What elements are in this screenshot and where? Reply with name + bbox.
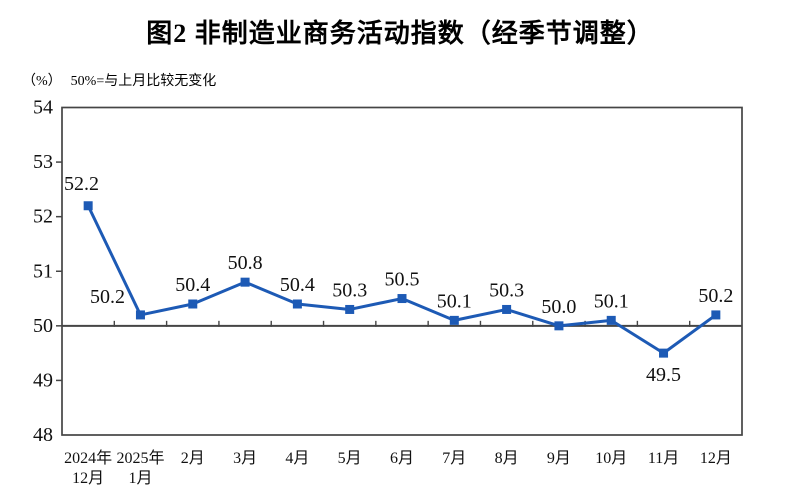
x-axis-label: 11月 [648,450,679,467]
x-axis-label: 12月 [72,470,104,487]
data-point-marker [345,304,355,314]
x-axis-label: 9月 [547,450,571,467]
x-axis-label: 7月 [442,450,466,467]
data-label: 50.8 [228,252,263,274]
data-point-marker [83,201,93,211]
x-axis-label: 3月 [233,450,257,467]
x-axis-label: 1月 [128,470,152,487]
data-label: 50.2 [90,286,125,308]
x-axis-label: 2月 [181,450,205,467]
x-axis-label: 5月 [338,450,362,467]
data-point-marker [449,315,459,325]
data-point-marker [292,299,302,309]
data-label: 50.1 [437,290,472,312]
y-axis-label: 49 [33,369,53,391]
data-label: 50.3 [332,279,367,301]
data-label: 50.5 [385,269,420,291]
y-axis-label: 52 [33,206,53,228]
data-label: 50.1 [594,290,629,312]
data-label: 50.4 [175,274,210,296]
data-label: 50.4 [280,274,315,296]
x-axis-label: 2025年 [116,449,164,467]
data-point-marker [397,294,407,304]
data-label: 49.5 [646,364,681,386]
baseline-note: 50%=与上月比较无变化 [70,74,217,89]
data-point-marker [502,304,512,314]
chart-subtitle: （%） 50%=与上月比较无变化 [22,70,216,90]
x-axis-label: 2024年 [64,449,112,467]
x-axis-label: 12月 [700,450,732,467]
y-axis-label: 54 [33,97,53,119]
y-axis-label: 51 [33,260,53,282]
x-axis-label: 4月 [285,450,309,467]
data-label: 50.2 [698,285,733,307]
data-label: 52.2 [64,173,99,195]
y-axis-label: 48 [33,424,53,446]
y-axis-label: 50 [33,315,53,337]
data-label: 50.3 [489,279,524,301]
data-point-marker [659,348,669,358]
x-axis-label: 6月 [390,450,414,467]
data-point-marker [711,310,721,320]
unit-label: （%） [22,74,62,89]
x-axis-label: 10月 [595,450,627,467]
data-point-marker [240,277,250,287]
chart-title: 图2 非制造业商务活动指数（经季节调整） [146,19,654,48]
data-point-marker [188,299,198,309]
y-axis-label: 53 [33,151,53,173]
x-axis-label: 8月 [495,450,519,467]
data-point-marker [606,315,616,325]
data-point-marker [135,310,145,320]
data-label: 50.0 [541,296,576,318]
data-point-marker [554,321,564,331]
